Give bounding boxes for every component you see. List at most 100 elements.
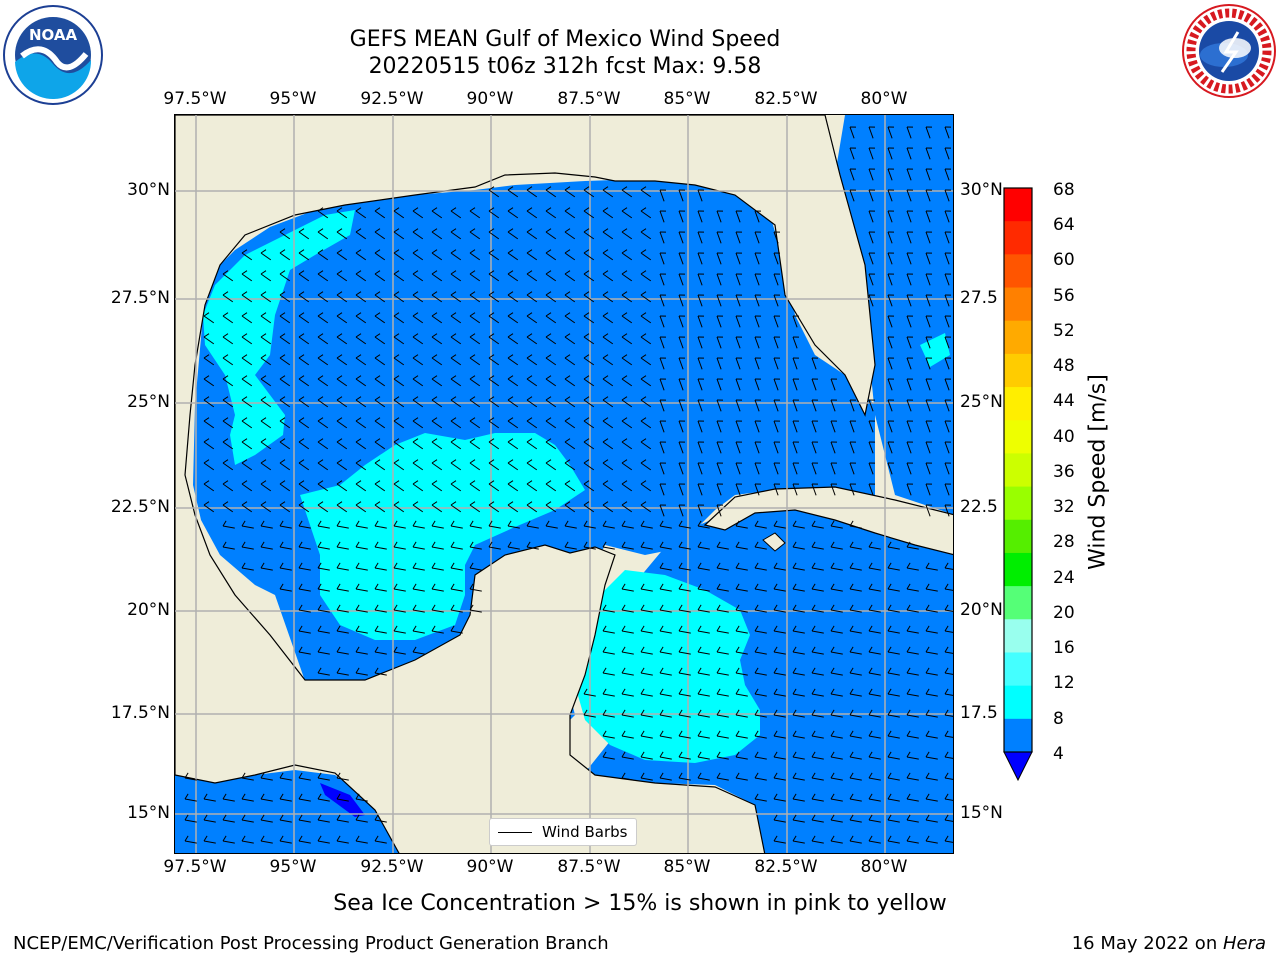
wind-barb — [374, 399, 386, 408]
wind-barb — [450, 231, 462, 240]
wind-barb-flag — [925, 667, 930, 674]
wind-barb-flag — [393, 375, 400, 380]
wind-barb-flag — [716, 541, 721, 548]
wind-barb-flag — [260, 459, 267, 464]
wind-barb-flag — [697, 751, 702, 758]
wind-barb-flag — [773, 751, 778, 758]
wind-barb-flag — [241, 772, 246, 779]
wind-barb — [260, 840, 273, 844]
wind-barb — [830, 693, 843, 697]
wind-barb-flag — [431, 501, 438, 506]
wind-barb — [906, 399, 912, 412]
wind-barb — [336, 483, 348, 492]
wind-barb — [773, 231, 779, 244]
wind-barb — [868, 231, 874, 244]
wind-barb-flag — [222, 396, 229, 401]
wind-barb-flag — [241, 291, 248, 296]
wind-barb — [754, 609, 767, 613]
wind-barb — [792, 336, 798, 349]
wind-barb-flag — [222, 417, 229, 422]
wind-barb-flag — [944, 709, 949, 716]
wind-barb-flag — [640, 501, 647, 506]
wind-barb — [298, 609, 311, 613]
wind-barb-flag — [317, 667, 322, 674]
wind-barb — [583, 357, 595, 366]
wind-barb — [583, 462, 595, 471]
wind-barb-flag — [564, 186, 571, 191]
wind-barb — [526, 504, 538, 513]
wind-barb-flag — [640, 417, 647, 422]
wind-barb — [735, 609, 748, 613]
wind-barb-flag — [450, 438, 457, 443]
wind-barb-flag — [545, 501, 552, 506]
wind-barb-flag — [279, 312, 286, 317]
wind-barb — [336, 546, 349, 550]
wind-barb-flag — [507, 291, 514, 296]
wind-barb — [868, 168, 874, 181]
wind-barb — [868, 420, 874, 433]
wind-barb — [412, 462, 424, 471]
wind-barb-flag — [887, 541, 892, 548]
wind-barb-flag — [583, 207, 590, 212]
wind-barb-flag — [792, 604, 797, 611]
wind-barb — [944, 441, 950, 454]
wind-barb-flag — [564, 541, 569, 548]
wind-barb-flag — [583, 249, 590, 254]
wind-barb-flag — [336, 312, 343, 317]
wind-barb — [830, 735, 843, 739]
wind-barb-flag — [450, 270, 457, 275]
wind-barb-flag — [887, 772, 892, 779]
wind-barb — [336, 441, 348, 450]
wind-barb-flag — [393, 228, 400, 233]
wind-barb — [355, 651, 368, 655]
wind-barb — [412, 420, 424, 429]
wind-barb-flag — [431, 228, 438, 233]
wind-barb — [640, 357, 652, 366]
wind-barb-flag — [431, 541, 436, 548]
wind-barb-flag — [336, 604, 341, 611]
wind-barb — [450, 588, 463, 592]
wind-barb — [222, 504, 234, 513]
wind-barb-flag — [602, 541, 607, 548]
wind-barb-flag — [469, 583, 474, 590]
wind-barb-flag — [792, 625, 797, 632]
wind-barb — [374, 840, 387, 844]
wind-barb-flag — [640, 604, 645, 611]
wind-barb — [792, 714, 805, 718]
wind-barb — [735, 441, 741, 454]
wind-barb — [545, 525, 558, 529]
wind-barb — [735, 630, 748, 634]
wind-barb — [754, 798, 767, 802]
wind-barb — [811, 798, 824, 802]
wind-barb-flag — [906, 772, 911, 779]
wind-barb — [298, 357, 310, 366]
wind-barb-flag — [526, 375, 533, 380]
wind-barb-flag — [203, 501, 210, 506]
wind-barb — [583, 399, 595, 408]
wind-barb-flag — [336, 480, 343, 485]
wind-barb — [640, 189, 652, 198]
wind-barb — [659, 651, 672, 655]
wind-barb — [583, 252, 595, 261]
wind-barb-flag — [298, 814, 303, 821]
wind-barb — [716, 567, 729, 571]
wind-barb — [583, 378, 595, 387]
wind-barb — [849, 462, 855, 475]
colorbar-under-arrow — [1003, 751, 1033, 782]
wind-barb-flag — [754, 793, 759, 800]
colorbar-swatch — [1004, 320, 1032, 355]
wind-barb — [944, 252, 950, 265]
wind-barb-flag — [317, 583, 322, 590]
wind-barb — [545, 189, 557, 198]
wind-barb-flag — [450, 604, 455, 611]
wind-barb — [279, 819, 292, 823]
wind-barb-flag — [450, 396, 457, 401]
wind-barb-flag — [203, 835, 208, 842]
wind-barb-flag — [355, 438, 362, 443]
wind-barb-flag — [393, 646, 398, 653]
wind-barb — [583, 525, 596, 529]
wind-barb — [469, 567, 482, 571]
wind-barb — [431, 231, 443, 240]
wind-barb — [545, 441, 557, 450]
wind-barb — [602, 399, 614, 408]
